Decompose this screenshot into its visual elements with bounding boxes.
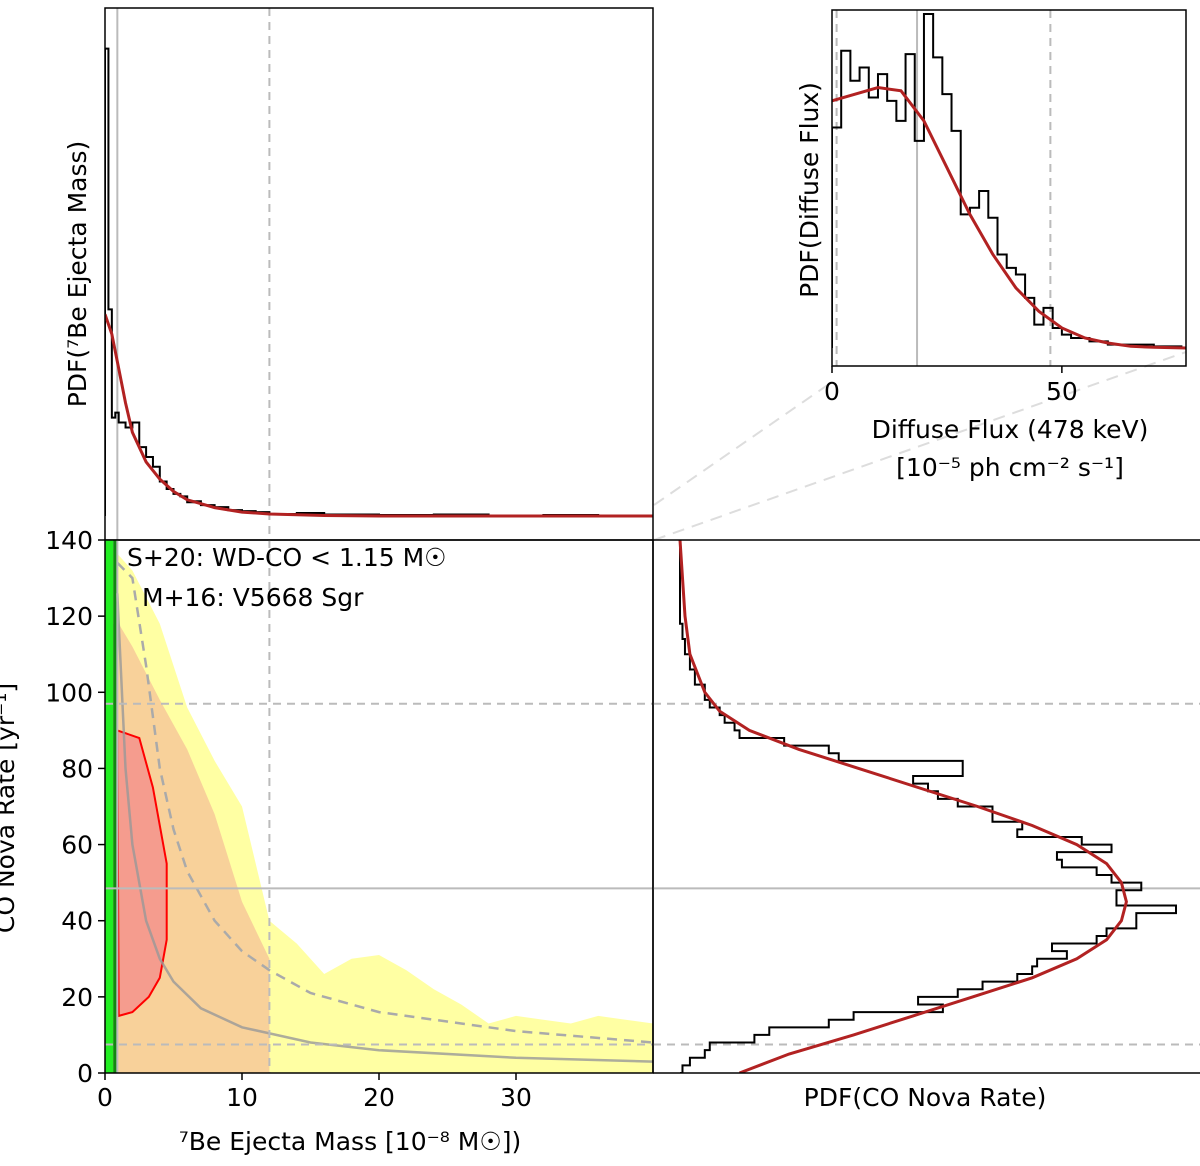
main-xtick-label-0: 0 — [97, 1083, 113, 1112]
right-fit-curve — [678, 540, 1128, 1073]
curve-solid-grey — [116, 593, 653, 1063]
inset-xtick-label-0: 0 — [824, 377, 840, 406]
main-ytick-label-0: 0 — [77, 1059, 93, 1088]
main-ytick-label-120: 120 — [45, 602, 93, 631]
inset-fit-curve — [832, 85, 1186, 350]
right-xlabel: PDF(CO Nova Rate) — [804, 1083, 1047, 1112]
main-ytick-label-100: 100 — [45, 678, 93, 707]
joint-plot-panel: 0 10 20 30 0 20 40 60 80 100 120 140 S+20: WD-CO < … — [0, 526, 654, 1156]
band-0 — [105, 540, 114, 1073]
inset-xtick-label-50: 50 — [1046, 377, 1078, 406]
inset-xlabel: Diffuse Flux (478 keV) — [872, 415, 1149, 444]
main-xtick-label-20: 20 — [363, 1083, 395, 1112]
main-ytick-label-40: 40 — [61, 907, 93, 936]
right-histogram-panel: PDF(CO Nova Rate) — [652, 539, 1200, 1112]
inset-xlabel-units: [10⁻⁵ ph cm⁻² s⁻¹] — [896, 453, 1124, 482]
main-xlabel: ⁷Be Ejecta Mass [10⁻⁸ M☉]) — [179, 1127, 522, 1156]
inset-histogram-panel: 0 50 Diffuse Flux (478 keV) [10⁻⁵ ph cm⁻²… — [795, 9, 1187, 482]
curve-dashed-grey — [116, 561, 653, 1044]
main-ytick-label-80: 80 — [61, 754, 93, 783]
main-xtick-label-30: 30 — [500, 1083, 532, 1112]
main-ylabel: CO Nova Rate [yr⁻¹] — [0, 683, 20, 933]
inset-histogram-steps — [832, 13, 1183, 348]
inset-panel-frame — [831, 9, 1187, 367]
top-histogram-panel: PDF(⁷Be Ejecta Mass) — [63, 7, 654, 541]
zoom-connector-lines — [653, 351, 1187, 541]
top-panel-frame — [104, 7, 654, 541]
top-histogram-steps — [105, 47, 653, 517]
inset-ylabel: PDF(Diffuse Flux) — [795, 82, 824, 298]
main-ytick-label-140: 140 — [45, 526, 93, 555]
band-1 — [113, 540, 118, 1073]
right-histogram-steps — [679, 540, 1177, 1073]
top-ylabel: PDF(⁷Be Ejecta Mass) — [63, 141, 92, 408]
main-xtick-label-10: 10 — [226, 1083, 258, 1112]
top-fit-curve — [105, 313, 653, 518]
annotation-v5668-sgr: M+16: V5668 Sgr — [142, 583, 364, 612]
main-ytick-label-20: 20 — [61, 983, 93, 1012]
main-ytick-label-60: 60 — [61, 831, 93, 860]
annotation-wd-co: S+20: WD-CO < 1.15 M☉ — [127, 543, 447, 572]
